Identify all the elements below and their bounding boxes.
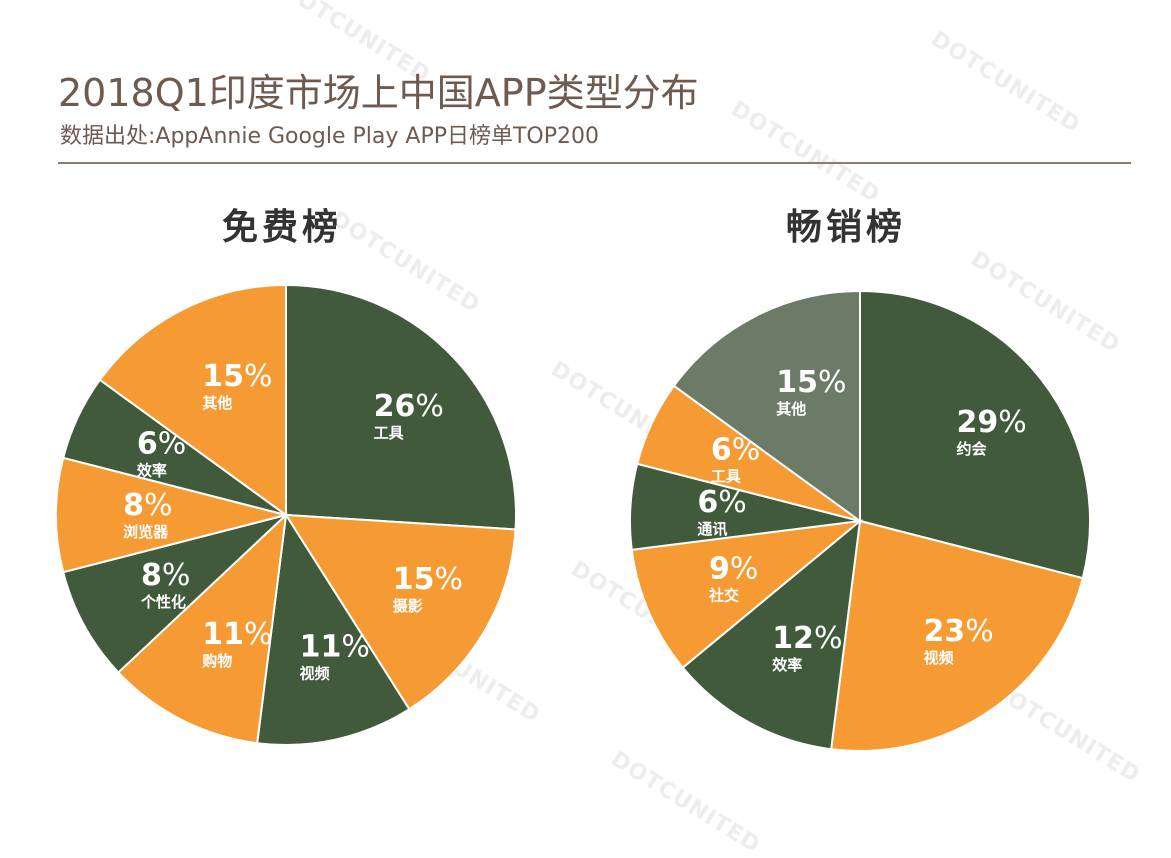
grossing-slice-category-label: 效率	[772, 656, 802, 674]
free-slice-value-label: 15%	[202, 359, 272, 394]
watermark: DOTCUNITED	[926, 26, 1085, 139]
free-slice-3	[116, 512, 288, 745]
watermark: DOTCUNITED	[606, 746, 765, 858]
grossing-slice-value-label: 23%	[923, 614, 993, 649]
free-slice-2	[256, 512, 411, 746]
grossing-slice-category-label: 工具	[711, 467, 741, 485]
free-slice-category-label: 工具	[374, 424, 404, 442]
header-divider	[58, 162, 1131, 164]
grossing-slice-value-label: 15%	[776, 365, 846, 400]
free-slice-0	[285, 283, 517, 531]
free-slice-category-label: 浏览器	[123, 523, 169, 541]
grossing-slice-value-label: 12%	[772, 621, 842, 656]
page-title: 2018Q1印度市场上中国APP类型分布	[58, 71, 699, 115]
grossing-slice-1	[830, 519, 1084, 752]
grossing-slice-category-label: 社交	[708, 587, 739, 605]
free-slice-category-label: 购物	[202, 652, 232, 670]
free-slice-category-label: 其他	[202, 394, 232, 412]
free-slice-1	[284, 513, 517, 711]
free-slice-value-label: 11%	[300, 629, 370, 664]
grossing-slice-category-label: 其他	[776, 400, 806, 418]
page-subtitle: 数据出处:AppAnnie Google Play APP日榜单TOP200	[60, 124, 600, 149]
free-slice-category-label: 视频	[300, 664, 330, 682]
free-slice-category-label: 个性化	[140, 593, 186, 611]
watermark: DOTCUNITED	[726, 96, 885, 209]
chart-title-grossing: 畅销榜	[786, 207, 907, 248]
grossing-slice-category-label: 视频	[923, 649, 953, 667]
grossing-slice-6	[672, 289, 861, 523]
free-slice-category-label: 摄影	[393, 597, 423, 615]
free-slice-value-label: 15%	[393, 562, 463, 597]
grossing-slice-category-label: 约会	[956, 440, 986, 458]
free-slice-value-label: 11%	[202, 617, 272, 652]
free-slice-value-label: 8%	[123, 488, 172, 523]
grossing-slice-3	[630, 519, 864, 670]
free-slice-category-label: 效率	[137, 461, 167, 479]
free-slice-value-label: 26%	[374, 389, 444, 424]
grossing-slice-value-label: 9%	[709, 552, 758, 587]
grossing-slice-0	[859, 289, 1091, 580]
free-slice-7	[98, 283, 287, 517]
free-slice-value-label: 8%	[141, 558, 190, 593]
grossing-slice-value-label: 29%	[956, 405, 1026, 440]
chart-title-free: 免费榜	[222, 207, 343, 248]
grossing-slice-category-label: 通讯	[697, 520, 727, 538]
free-slice-4	[62, 514, 287, 674]
grossing-slice-2	[681, 518, 862, 751]
free-slice-5	[55, 456, 287, 574]
